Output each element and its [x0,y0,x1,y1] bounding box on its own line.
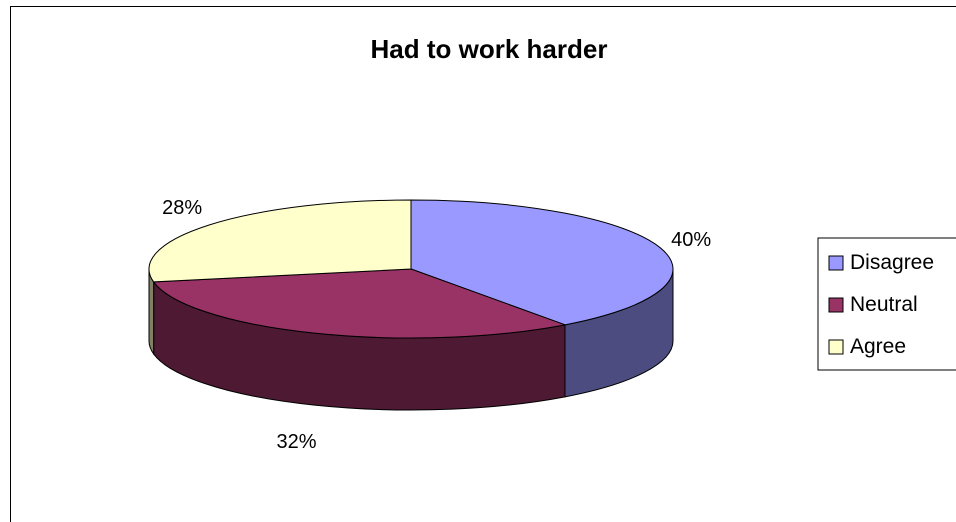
legend-items: Disagree Neutral Agree [828,251,934,358]
data-label-agree: 28% [162,197,202,219]
legend-label-disagree: Disagree [850,251,934,274]
legend-swatch-neutral [828,297,844,313]
chart-legend: Disagree Neutral Agree [817,237,956,371]
legend-label-agree: Agree [850,335,906,358]
data-label-disagree: 40% [671,229,711,251]
legend-swatch-disagree [828,255,844,271]
chart-frame-left [10,6,11,522]
pie-slices [148,199,674,339]
legend-label-neutral: Neutral [850,293,918,316]
pie-slice-disagree [410,199,674,326]
chart-frame-top [10,6,956,7]
pie-sides [148,268,674,411]
pie-data-labels: 40% 32% 28% [162,197,711,453]
data-label-neutral: 32% [276,431,316,453]
pie-slice-neutral [152,268,567,339]
chart-title: Had to work harder [371,34,608,64]
legend-swatch-agree [828,339,844,355]
pie-slice-agree [148,199,412,283]
